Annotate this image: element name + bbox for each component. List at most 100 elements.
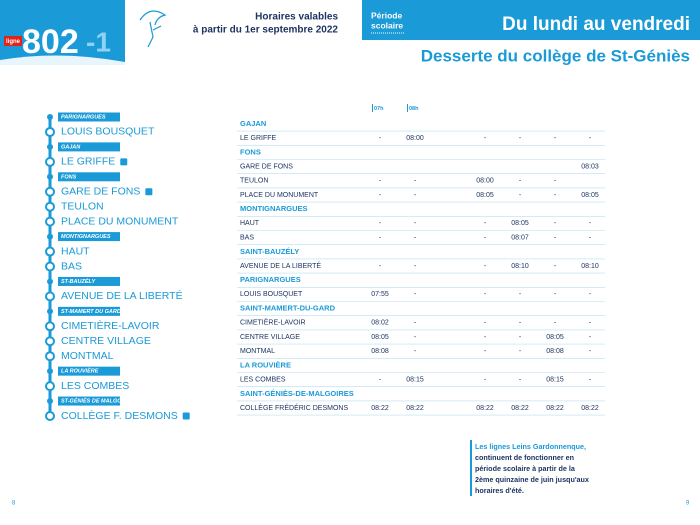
time: 08:22 <box>371 405 389 412</box>
time: - <box>589 348 592 355</box>
town-label: MONTIGNARGUES <box>61 234 111 240</box>
time: - <box>484 220 487 227</box>
time: - <box>589 376 592 383</box>
time: 08:10 <box>511 263 529 270</box>
time: 08:22 <box>476 405 494 412</box>
time: - <box>414 178 417 185</box>
line-number: 802 <box>22 23 79 61</box>
route-dot <box>45 381 55 392</box>
time: - <box>589 320 592 327</box>
time: - <box>554 263 557 270</box>
time: 08:22 <box>581 405 599 412</box>
time: 08:00 <box>406 135 424 142</box>
time: - <box>589 220 592 227</box>
page-number: 8 <box>12 501 16 507</box>
stop-label: CENTRE VILLAGE <box>61 335 151 347</box>
stop-label: MONTMAL <box>61 350 114 362</box>
stop-name: CIMETIÈRE-LAVOIR <box>240 318 306 327</box>
section-label: FONS <box>240 147 261 156</box>
stop-name: TEULON <box>240 178 268 185</box>
route-dot <box>45 126 55 137</box>
time: 08:08 <box>546 348 564 355</box>
stop-label: LE GRIFFE <box>61 156 115 168</box>
stop-name: HAUT <box>240 220 260 227</box>
section-label: PARIGNARGUES <box>240 275 301 284</box>
route-dot <box>45 186 55 197</box>
stop-name: GARE DE FONS <box>240 163 293 170</box>
stop-name: BAS <box>240 234 254 241</box>
time: - <box>554 220 557 227</box>
route-dot <box>45 411 55 421</box>
time: - <box>414 192 417 199</box>
stop-icon <box>145 188 153 196</box>
town-label: FONS <box>61 174 77 180</box>
stop-label: CIMETIÈRE-LAVOIR <box>61 319 160 332</box>
note-line: continuent de fonctionner en <box>475 453 574 462</box>
time: - <box>379 376 382 383</box>
route-dot <box>45 291 55 302</box>
time: - <box>484 263 487 270</box>
stop-label: PLACE DU MONUMENT <box>61 215 179 227</box>
stop-label: TEULON <box>61 200 104 212</box>
town-tag <box>58 172 120 182</box>
time: - <box>414 348 417 355</box>
time: 08:03 <box>581 163 599 170</box>
note-line: 2ème quinzaine de juin jusqu'aux <box>475 475 589 484</box>
stop-label: AVENUE DE LA LIBERTÉ <box>61 289 183 302</box>
time: - <box>554 234 557 241</box>
column-header-bar <box>407 104 408 112</box>
stop-name: LOUIS BOUSQUET <box>240 291 303 298</box>
route-dot <box>47 173 53 180</box>
stop-name: COLLÈGE FRÉDÉRIC DESMONS <box>240 403 348 412</box>
time: - <box>554 320 557 327</box>
stop-icon <box>182 412 190 420</box>
town-tag <box>58 112 120 122</box>
time: 08:05 <box>581 192 599 199</box>
stop-label: HAUT <box>61 245 90 257</box>
header-band <box>0 0 125 65</box>
time: 08:10 <box>581 263 599 270</box>
time: - <box>519 320 522 327</box>
stop-name: LE GRIFFE <box>240 135 277 142</box>
time: - <box>519 192 522 199</box>
time: - <box>589 291 592 298</box>
section-label: MONTIGNARGUES <box>240 204 308 213</box>
time: 07:55 <box>371 291 389 298</box>
time: - <box>519 135 522 142</box>
subtitle: Desserte du collège de St-Géniès <box>421 46 690 65</box>
town-tag <box>58 366 120 376</box>
time: 08:02 <box>371 320 389 327</box>
time: 08:22 <box>406 405 424 412</box>
route-dot <box>45 246 55 257</box>
route-dot <box>47 398 53 405</box>
stop-name: MONTMAL <box>240 348 275 355</box>
town-label: ST-BAUZÉLY <box>61 277 96 285</box>
stop-label: BAS <box>61 260 82 272</box>
time: - <box>379 135 382 142</box>
section-label: SAINT-GÉNIÈS-DE-MALGOIRES <box>240 389 354 398</box>
section-label: GAJAN <box>240 119 266 128</box>
time: - <box>519 291 522 298</box>
section-label: LA ROUVIÈRE <box>240 360 291 369</box>
time: - <box>554 135 557 142</box>
illustration <box>139 10 167 48</box>
stop-name: PLACE DU MONUMENT <box>240 192 319 199</box>
town-tag <box>58 276 120 286</box>
time: - <box>519 178 522 185</box>
time: - <box>379 178 382 185</box>
time: - <box>484 320 487 327</box>
line-label: ligne <box>6 39 21 45</box>
route-dot <box>45 321 55 332</box>
route-dot <box>47 368 53 375</box>
time: - <box>589 334 592 341</box>
stop-label: GARE DE FONS <box>61 186 140 198</box>
time: - <box>414 263 417 270</box>
time: - <box>414 220 417 227</box>
town-tag <box>58 396 120 406</box>
time: - <box>414 234 417 241</box>
column-header: 08h <box>409 106 419 112</box>
line-suffix: -1 <box>86 26 111 57</box>
route-dot <box>47 143 53 150</box>
route-dot <box>45 351 55 362</box>
